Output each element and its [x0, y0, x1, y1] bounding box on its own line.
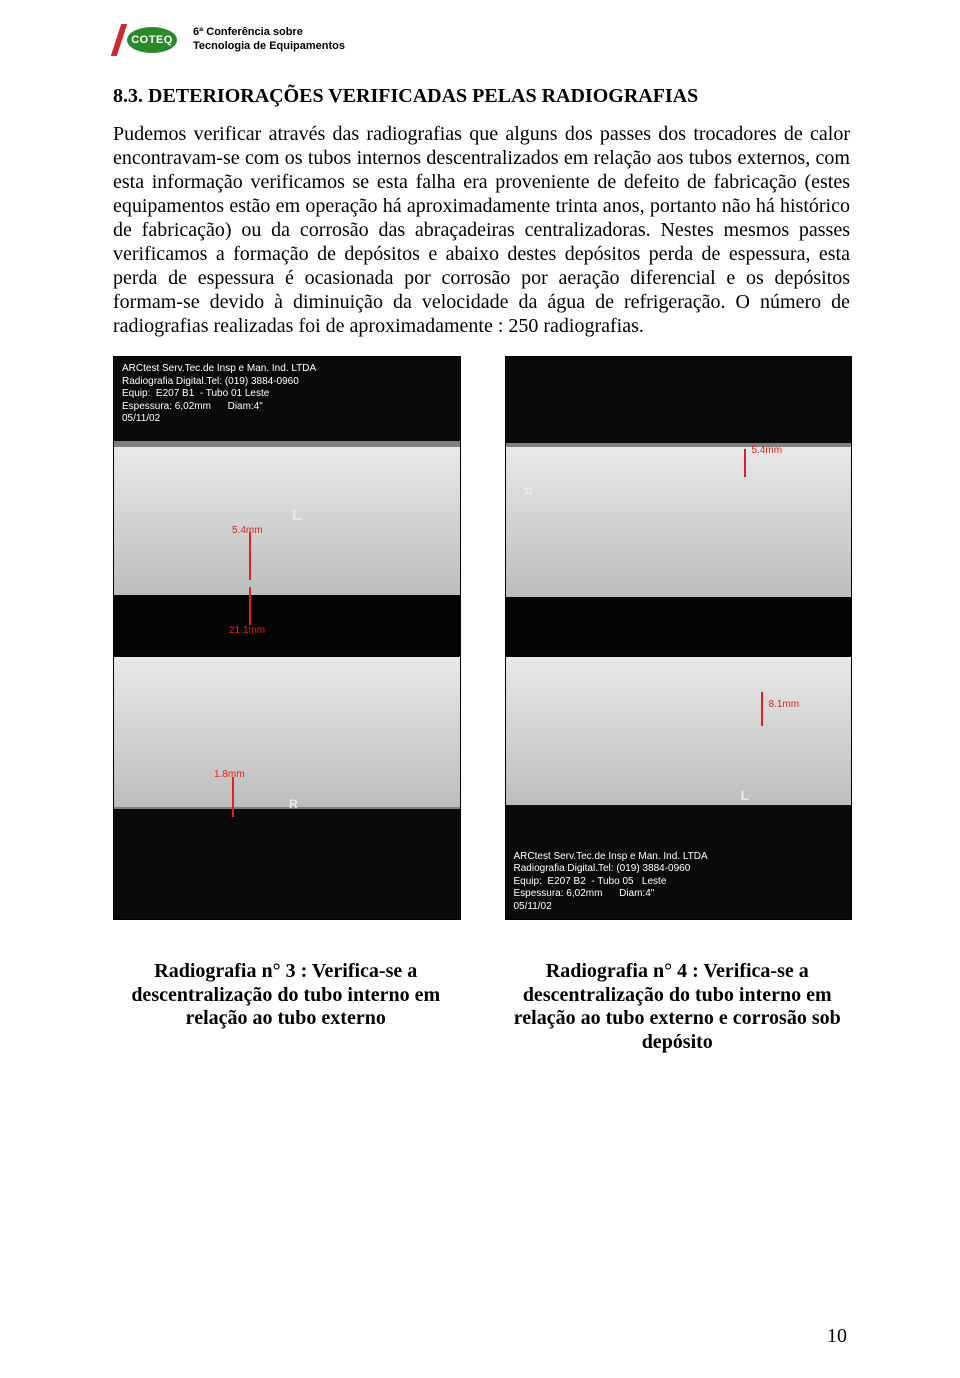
measure-tick: [232, 777, 234, 817]
conference-header: COTEQ 6ª Conferência sobre Tecnologia de…: [113, 21, 850, 59]
radiograph-4-image: ARCtest Serv.Tec.de Insp e Man. Ind. LTD…: [505, 356, 853, 920]
body-paragraph: Pudemos verificar através das radiografi…: [113, 122, 850, 338]
measure-label: 1.8mm: [214, 769, 245, 780]
measure-label: 8.1mm: [769, 699, 800, 710]
marker-L: L: [292, 507, 302, 525]
coteq-logo: COTEQ: [113, 21, 183, 59]
figure-3-caption: Radiografia n° 3 : Verifica-se a descent…: [113, 960, 459, 1031]
conference-line1: 6ª Conferência sobre: [193, 26, 345, 40]
logo-text: COTEQ: [131, 34, 173, 46]
measure-tick: [761, 692, 763, 726]
conference-title: 6ª Conferência sobre Tecnologia de Equip…: [193, 26, 345, 54]
page-number: 10: [827, 1325, 847, 1348]
marker-R: R: [289, 797, 298, 811]
radiograph-3-image: ARCtest Serv.Tec.de Insp e Man. Ind. LTD…: [113, 356, 461, 920]
radiograph-4-metadata: ARCtest Serv.Tec.de Insp e Man. Ind. LTD…: [514, 851, 708, 914]
figures-row: ARCtest Serv.Tec.de Insp e Man. Ind. LTD…: [113, 356, 850, 1054]
measure-label: 21.1mm: [229, 625, 265, 636]
marker-R: R: [521, 487, 535, 496]
radiograph-3-metadata: ARCtest Serv.Tec.de Insp e Man. Ind. LTD…: [122, 363, 316, 426]
measure-label: 5.4mm: [232, 525, 263, 536]
marker-L: L: [741, 787, 750, 803]
measure-tick: [744, 449, 746, 477]
figure-4: ARCtest Serv.Tec.de Insp e Man. Ind. LTD…: [505, 356, 851, 1054]
figure-3: ARCtest Serv.Tec.de Insp e Man. Ind. LTD…: [113, 356, 459, 1054]
measure-tick: [249, 532, 251, 580]
figure-4-caption: Radiografia n° 4 : Verifica-se a descent…: [505, 960, 851, 1054]
section-heading: 8.3. DETERIORAÇÕES VERIFICADAS PELAS RAD…: [113, 85, 850, 108]
measure-tick: [249, 587, 251, 625]
measure-label: 5.4mm: [752, 445, 783, 456]
conference-line2: Tecnologia de Equipamentos: [193, 40, 345, 54]
